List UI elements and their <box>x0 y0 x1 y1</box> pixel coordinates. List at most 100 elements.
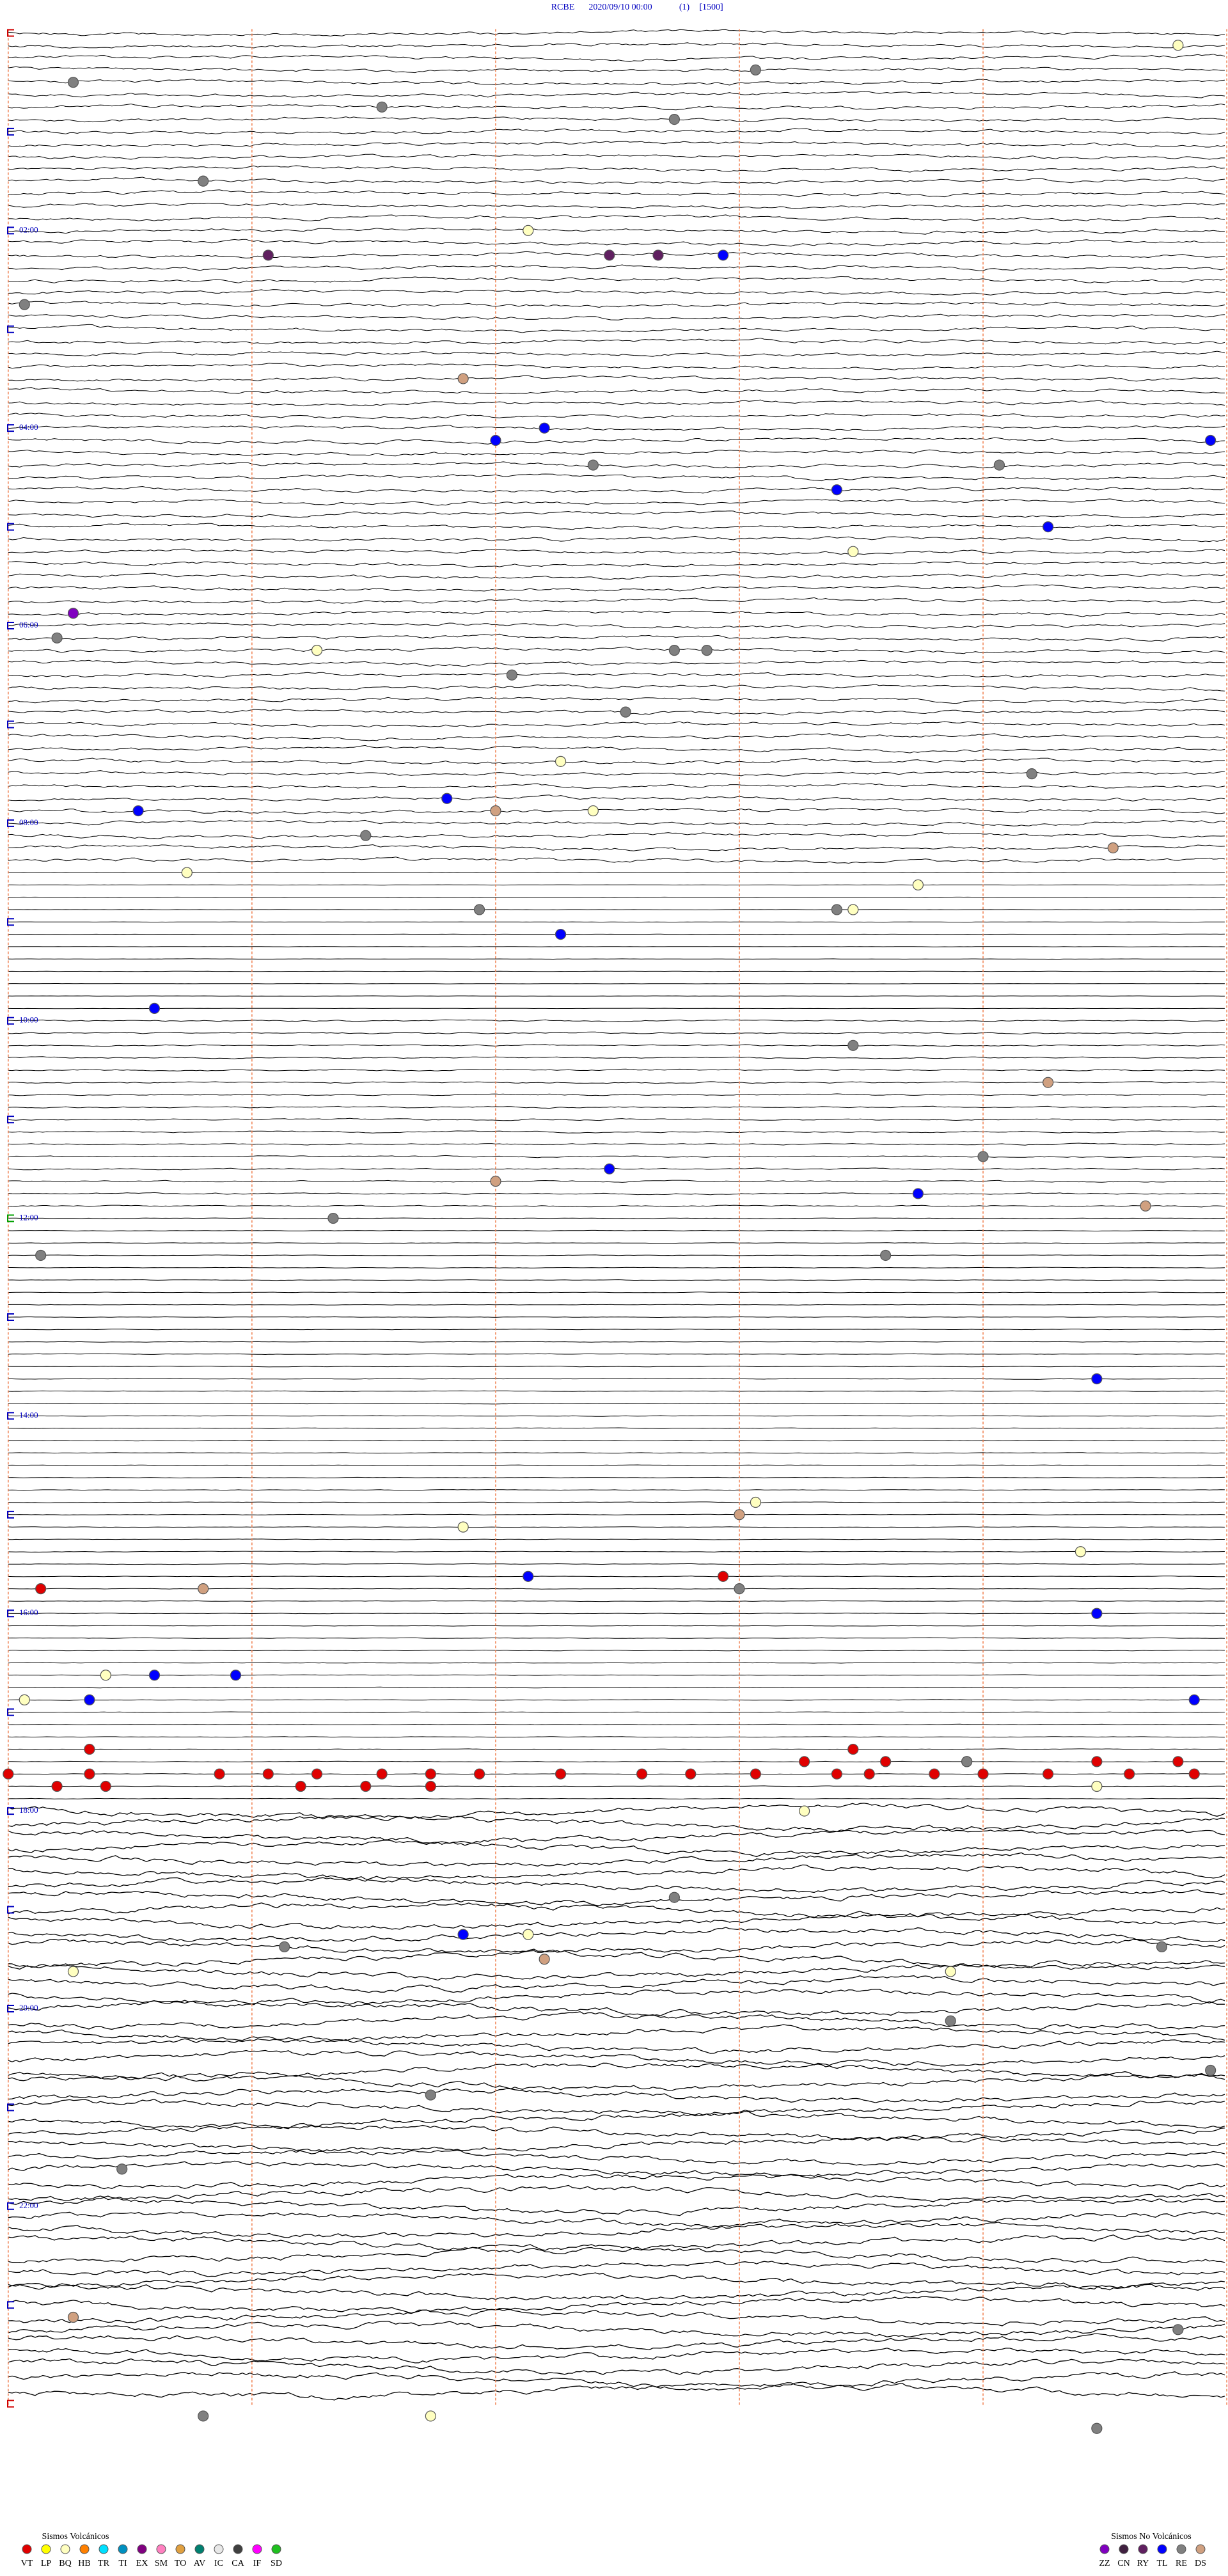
event-marker <box>3 1768 14 1780</box>
trace <box>8 1242 1225 1244</box>
event-marker <box>360 1780 372 1792</box>
trace <box>8 1989 1225 2005</box>
trace <box>8 1205 1225 1208</box>
legend-swatch <box>271 2544 281 2554</box>
trace <box>8 2296 1225 2314</box>
trace <box>8 1267 1225 1268</box>
event-marker <box>230 1670 242 1681</box>
hour-label: 14:00 <box>19 1410 38 1419</box>
event-marker <box>587 805 599 817</box>
hour-bracket <box>7 1214 14 1222</box>
trace <box>8 189 1225 198</box>
hour-bracket <box>7 1016 14 1025</box>
event-marker <box>831 484 843 496</box>
event-marker <box>67 1966 79 1977</box>
trace <box>8 1600 1225 1602</box>
trace <box>8 449 1225 457</box>
trace <box>8 2222 1225 2238</box>
trace <box>8 2371 1225 2388</box>
event-marker <box>262 249 274 261</box>
event-marker <box>51 1780 63 1792</box>
hour-label: 10:00 <box>19 1015 38 1025</box>
event-marker <box>523 225 534 236</box>
trace <box>8 646 1225 654</box>
seismic-traces <box>8 29 1225 2401</box>
event-marker <box>945 2015 956 2027</box>
event-marker <box>993 459 1005 471</box>
trace <box>8 1044 1225 1047</box>
trace <box>8 79 1225 86</box>
event-marker <box>1043 1768 1054 1780</box>
trace <box>8 1588 1225 1590</box>
trace <box>8 1068 1225 1071</box>
trace <box>8 2272 1225 2290</box>
trace <box>8 301 1225 308</box>
legend-code: EX <box>136 2559 148 2568</box>
trace <box>8 1785 1225 1787</box>
trace <box>8 523 1225 530</box>
trace <box>8 214 1225 221</box>
trace <box>8 1464 1225 1466</box>
trace <box>8 995 1225 997</box>
trace <box>8 289 1225 296</box>
event-marker <box>181 867 193 878</box>
legend-code: SM <box>155 2559 168 2568</box>
trace <box>8 2174 1225 2190</box>
trace <box>8 1130 1225 1134</box>
legend-swatch <box>79 2544 90 2554</box>
event-marker <box>490 805 501 817</box>
event-marker <box>701 645 712 656</box>
event-marker <box>19 1694 30 1705</box>
trace <box>8 819 1225 826</box>
event-marker <box>198 175 209 187</box>
hour-label: 12:00 <box>19 1213 38 1222</box>
event-marker <box>360 830 372 841</box>
trace <box>8 337 1225 345</box>
event-marker <box>67 77 79 88</box>
event-marker <box>604 249 615 261</box>
trace <box>8 933 1225 935</box>
trace <box>8 783 1225 789</box>
trace <box>8 1254 1225 1256</box>
trace <box>8 2261 1225 2277</box>
trace <box>8 844 1225 851</box>
trace <box>8 264 1225 271</box>
event-marker <box>668 113 680 125</box>
event-marker <box>750 1768 761 1780</box>
hour-label: 02:00 <box>19 225 38 234</box>
event-marker <box>376 1768 388 1780</box>
legend-code: TR <box>98 2559 110 2568</box>
hour-bracket <box>7 325 14 333</box>
trace <box>8 1292 1225 1293</box>
trace <box>8 1538 1225 1540</box>
hour-bracket <box>7 819 14 827</box>
trace <box>8 794 1225 802</box>
trace <box>8 2136 1225 2152</box>
trace <box>8 1526 1225 1528</box>
trace <box>8 709 1225 716</box>
event-marker <box>636 1768 648 1780</box>
trace <box>8 1913 1225 1930</box>
trace <box>8 1329 1225 1331</box>
event-marker <box>457 1929 469 1940</box>
legend-swatch <box>252 2544 262 2554</box>
event-marker <box>327 1212 339 1224</box>
trace <box>8 141 1225 148</box>
legend-code: LP <box>41 2559 52 2568</box>
event-marker <box>473 1768 485 1780</box>
trace <box>8 473 1225 482</box>
trace <box>8 1316 1225 1318</box>
trace <box>8 2333 1225 2351</box>
event-marker <box>425 1780 436 1792</box>
trace <box>8 1217 1225 1219</box>
trace <box>8 1142 1225 1146</box>
event-marker <box>1172 2324 1184 2335</box>
trace <box>8 697 1225 704</box>
event-marker <box>84 1743 95 1755</box>
hour-bracket <box>7 424 14 432</box>
trace <box>8 733 1225 741</box>
event-marker <box>945 1966 956 1977</box>
legend-code: VT <box>21 2559 33 2568</box>
trace <box>8 399 1225 407</box>
